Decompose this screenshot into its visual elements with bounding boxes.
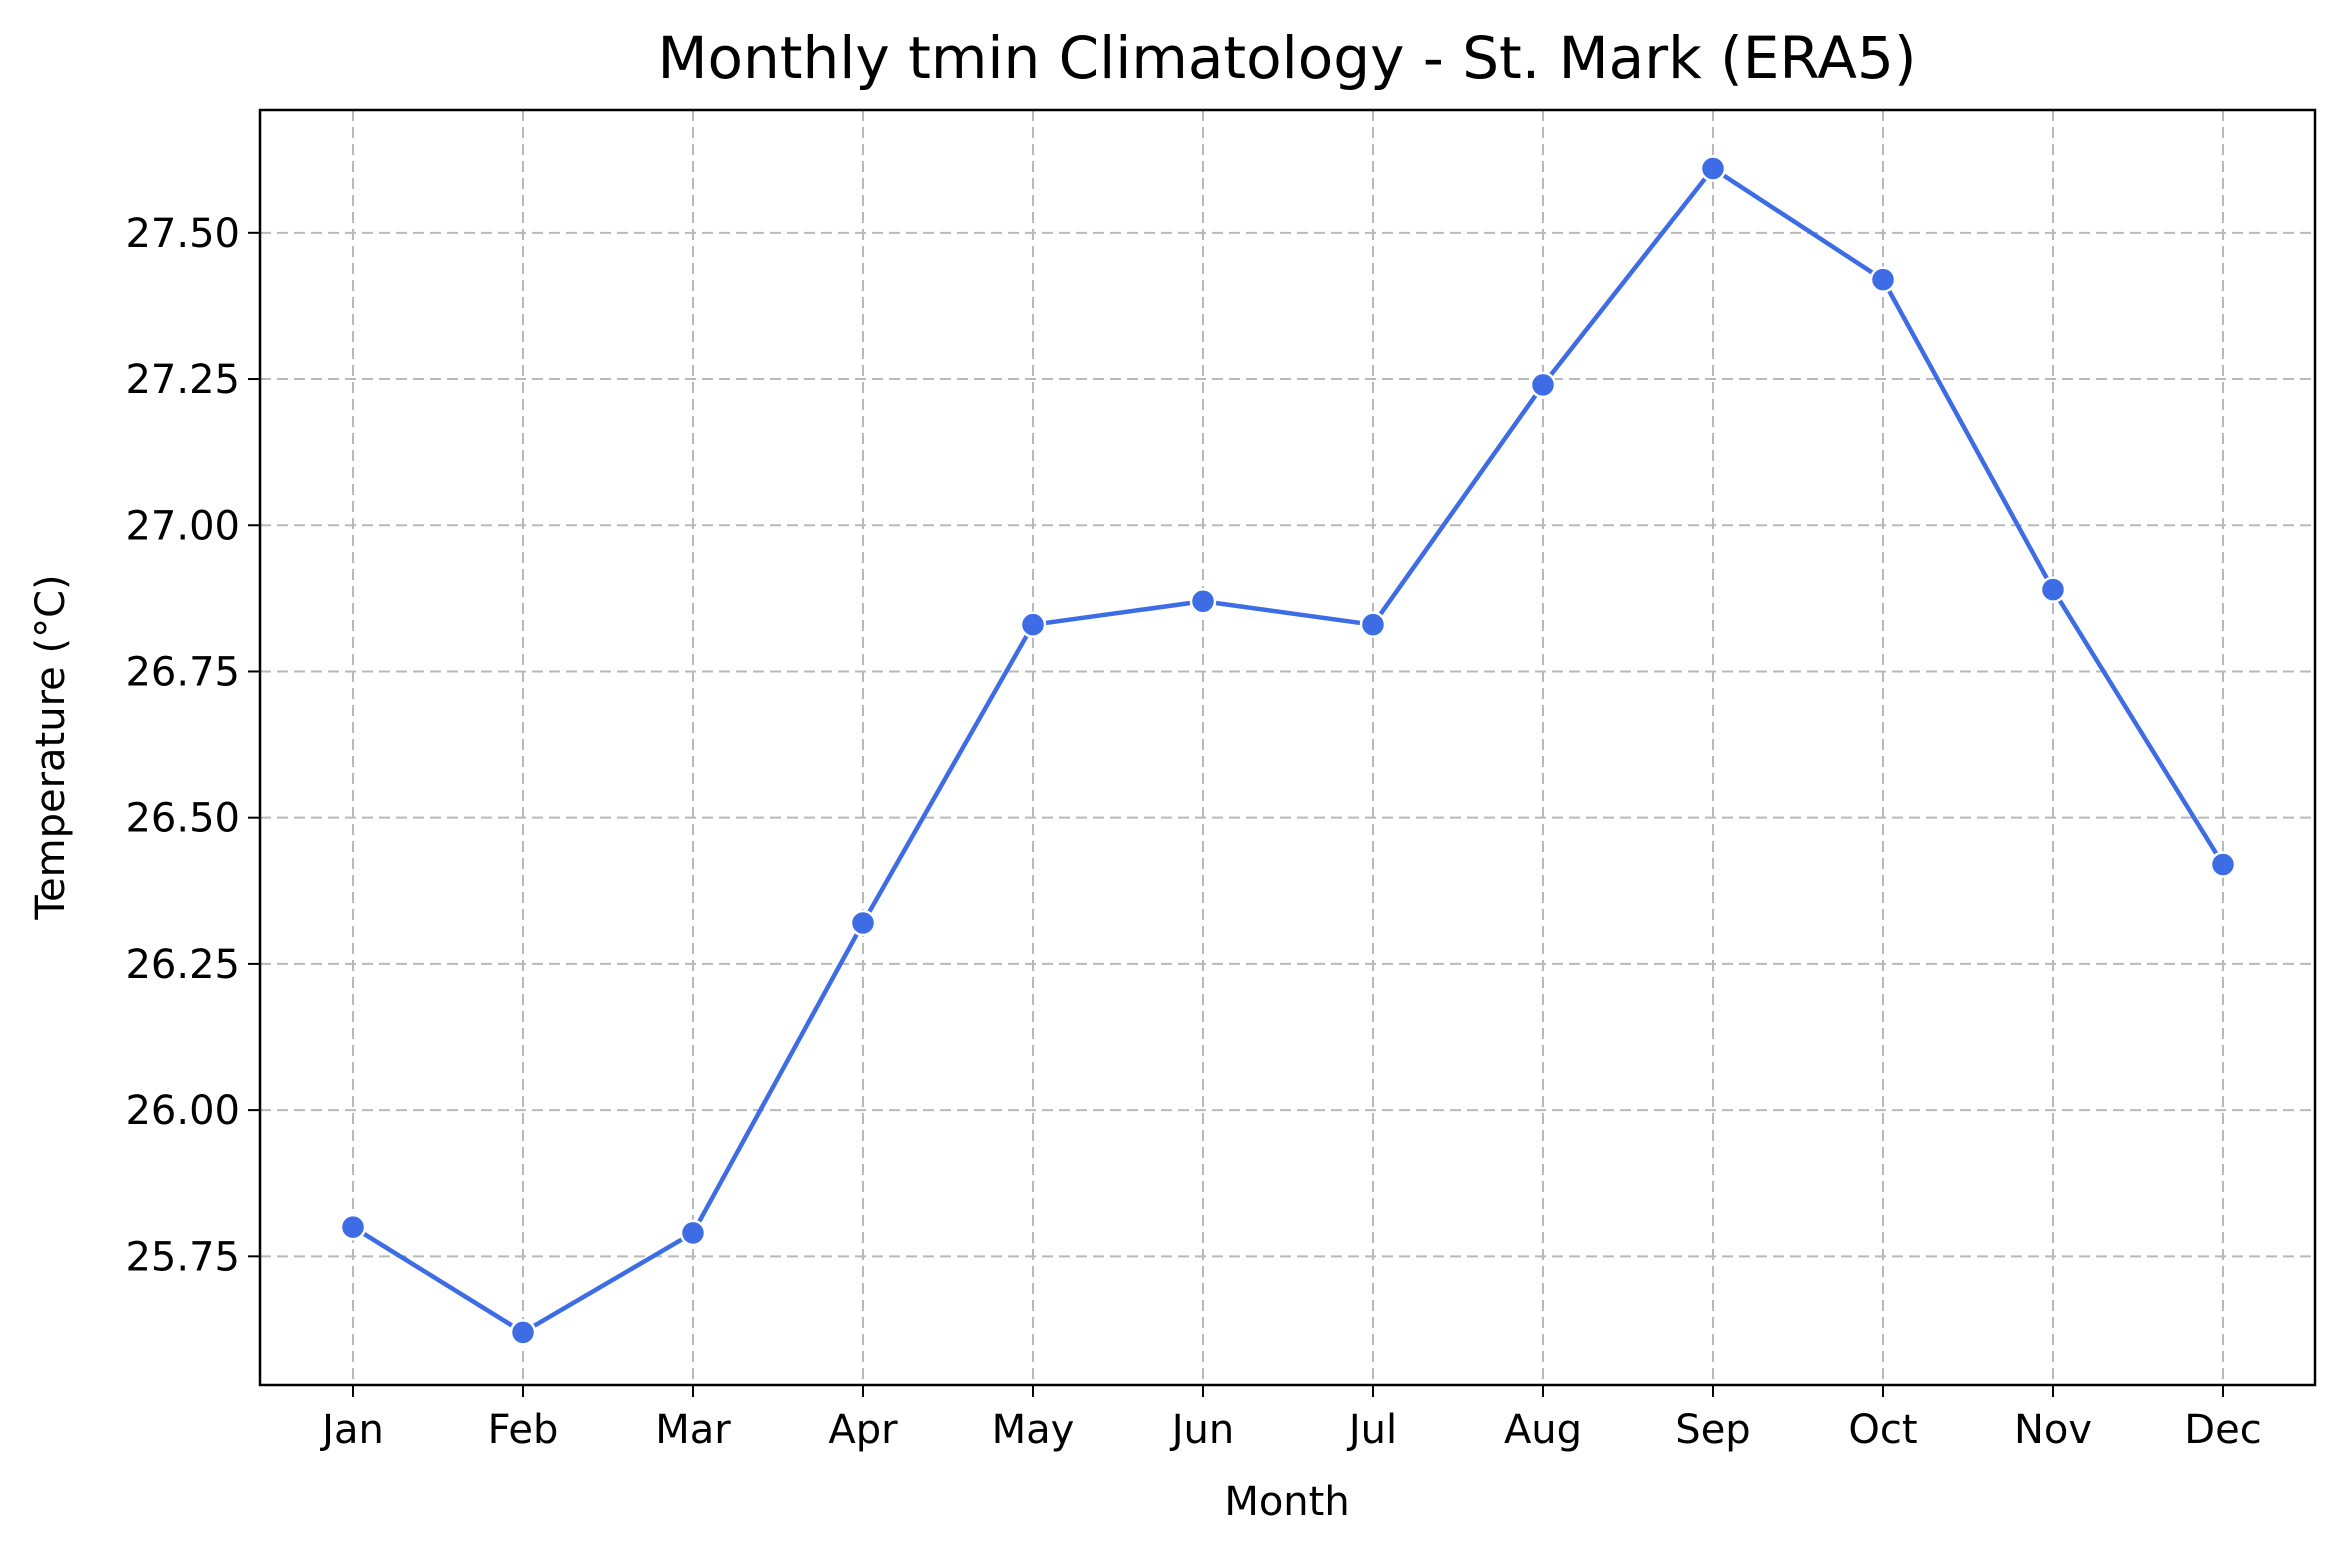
x-tick-label: Dec (2184, 1407, 2261, 1453)
data-point (679, 1219, 707, 1247)
y-axis-label: Temperature (°C) (28, 574, 74, 920)
y-tick-label: 25.75 (125, 1234, 240, 1280)
x-tick-label: Sep (1675, 1407, 1750, 1453)
y-tick-label: 27.25 (125, 357, 240, 403)
x-tick-label: Jul (1346, 1407, 1397, 1453)
series-layer (339, 155, 2237, 1346)
grid-layer (260, 110, 2315, 1385)
x-tick-label: May (992, 1407, 1075, 1453)
x-tick-label: Apr (828, 1407, 898, 1453)
data-point (1869, 266, 1897, 293)
data-point (2209, 851, 2237, 878)
data-point (1529, 371, 1557, 399)
x-tick-label: Nov (2014, 1407, 2092, 1453)
y-tick-label: 26.25 (125, 942, 240, 988)
x-tick-label: Aug (1504, 1407, 1582, 1453)
data-point (1359, 611, 1387, 638)
y-tick-label: 26.00 (125, 1088, 240, 1134)
data-point (1189, 588, 1217, 615)
data-point (509, 1319, 537, 1346)
x-tick-label: Jan (319, 1407, 384, 1453)
series-line (350, 166, 2226, 1335)
data-point (1699, 155, 1727, 182)
x-tick-label: Jun (1169, 1407, 1235, 1453)
data-point (849, 909, 877, 937)
x-axis-label: Month (1224, 1479, 1349, 1525)
x-tick-label: Oct (1848, 1407, 1917, 1453)
data-point (339, 1213, 367, 1241)
y-tick-label: 27.00 (125, 503, 240, 549)
y-tick-label: 27.50 (125, 211, 240, 257)
data-point (2039, 576, 2067, 603)
plot-frame (258, 108, 2317, 1387)
x-tick-label: Mar (655, 1407, 731, 1453)
x-tick-label: Feb (488, 1407, 559, 1453)
chart-title: Monthly tmin Climatology - St. Mark (ERA… (657, 24, 1916, 92)
tick-layer: Jan Feb Mar Apr May Jun Jul Aug Sep Oct Nov Dec 25.7… (125, 211, 2261, 1453)
y-tick-label: 26.50 (125, 796, 240, 842)
data-point (1019, 611, 1047, 638)
y-tick-label: 26.75 (125, 649, 240, 695)
